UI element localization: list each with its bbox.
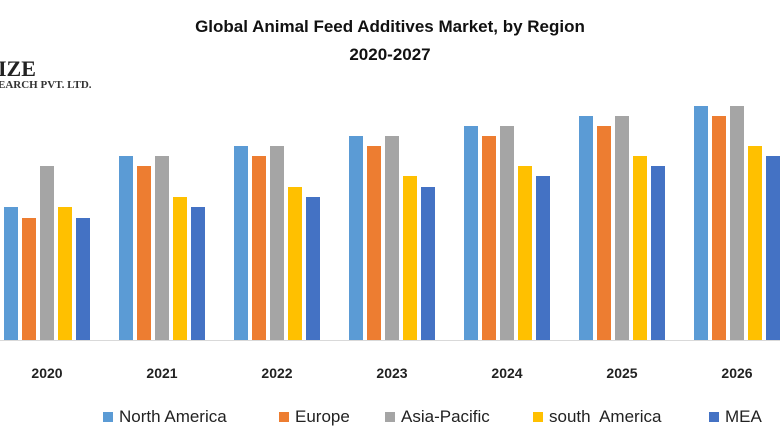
bar-asia-pacific-2026 — [730, 106, 744, 340]
bar-south-america-2025 — [633, 156, 647, 340]
legend-item: MEA — [709, 407, 762, 427]
bar-mea-2026 — [766, 156, 780, 340]
x-tick-label: 2021 — [146, 365, 177, 381]
x-tick-label: 2024 — [491, 365, 522, 381]
bar-asia-pacific-2024 — [500, 126, 514, 340]
bar-north-america-2022 — [234, 146, 248, 340]
bar-mea-2021 — [191, 207, 205, 340]
bar-mea-2023 — [421, 187, 435, 340]
bar-asia-pacific-2021 — [155, 156, 169, 340]
bar-europe-2025 — [597, 126, 611, 340]
bar-south-america-2020 — [58, 207, 72, 340]
bar-north-america-2025 — [579, 116, 593, 340]
bar-europe-2020 — [22, 218, 36, 340]
bar-south-america-2024 — [518, 166, 532, 340]
bar-south-america-2022 — [288, 187, 302, 340]
legend-swatch — [103, 412, 113, 422]
bar-north-america-2023 — [349, 136, 363, 340]
x-tick-label: 2023 — [376, 365, 407, 381]
bar-europe-2022 — [252, 156, 266, 340]
bar-south-america-2026 — [748, 146, 762, 340]
bar-north-america-2021 — [119, 156, 133, 340]
bar-north-america-2020 — [4, 207, 18, 340]
bar-mea-2024 — [536, 176, 550, 340]
x-tick-label: 2025 — [606, 365, 637, 381]
legend-label: Europe — [295, 407, 350, 426]
legend-swatch — [709, 412, 719, 422]
x-tick-label: 2022 — [261, 365, 292, 381]
legend-swatch — [279, 412, 289, 422]
bar-south-america-2021 — [173, 197, 187, 340]
bar-north-america-2026 — [694, 106, 708, 340]
legend-swatch — [533, 412, 543, 422]
bar-mea-2020 — [76, 218, 90, 340]
bar-europe-2023 — [367, 146, 381, 340]
logo-subtext: EARCH PVT. LTD. — [0, 79, 92, 91]
legend-label: Asia-Pacific — [401, 407, 490, 426]
x-tick-label: 2026 — [721, 365, 752, 381]
bar-asia-pacific-2025 — [615, 116, 629, 340]
bar-europe-2021 — [137, 166, 151, 340]
bar-europe-2026 — [712, 116, 726, 340]
legend-swatch — [385, 412, 395, 422]
chart-title: Global Animal Feed Additives Market, by … — [195, 17, 585, 36]
logo-text: IZE — [0, 56, 36, 81]
bar-europe-2024 — [482, 136, 496, 340]
bar-south-america-2023 — [403, 176, 417, 340]
bar-north-america-2024 — [464, 126, 478, 340]
legend-item: North America — [103, 407, 227, 427]
legend-label: North America — [119, 407, 227, 426]
bar-asia-pacific-2020 — [40, 166, 54, 340]
chart-subtitle: 2020-2027 — [349, 45, 431, 64]
legend-label: MEA — [725, 407, 762, 426]
legend-label: south America — [549, 407, 662, 426]
legend-item: south America — [533, 407, 661, 427]
x-tick-label: 2020 — [31, 365, 62, 381]
bar-mea-2025 — [651, 166, 665, 340]
bar-mea-2022 — [306, 197, 320, 340]
bar-asia-pacific-2023 — [385, 136, 399, 340]
bar-asia-pacific-2022 — [270, 146, 284, 340]
legend-item: Asia-Pacific — [385, 407, 490, 427]
legend-item: Europe — [279, 407, 350, 427]
